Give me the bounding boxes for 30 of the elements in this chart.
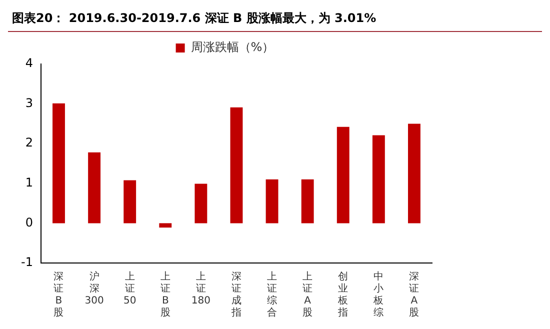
- y-tick-label: -1: [20, 255, 33, 270]
- bar: [124, 180, 136, 224]
- x-tick-label: 深证成指: [230, 270, 242, 319]
- legend-label: 周涨跌幅（%）: [190, 40, 274, 54]
- bar: [408, 124, 420, 224]
- bar: [88, 152, 101, 224]
- bar: [194, 184, 208, 224]
- x-tick-label: 沪深300: [84, 270, 104, 307]
- x-tick-label: 深证B股: [54, 270, 64, 319]
- bar: [301, 179, 314, 224]
- y-tick-label: 2: [25, 136, 33, 150]
- y-tick-label: 3: [25, 96, 33, 110]
- x-tick-label: 深证A股: [409, 270, 420, 319]
- bar: [159, 223, 172, 228]
- x-tick-label: 上证A股: [302, 270, 313, 319]
- x-tick-label: 创业板指: [337, 270, 348, 319]
- bar: [266, 179, 278, 224]
- x-tick-label: 上证50: [123, 270, 136, 307]
- x-tick-label: 上证综合: [267, 270, 278, 319]
- y-tick-label: 0: [25, 215, 33, 230]
- chart-title: 图表20： 2019.6.30-2019.7.6 深证 B 股涨幅最大，为 3.01%: [8, 8, 542, 32]
- y-tick-label: 4: [25, 56, 33, 70]
- bar: [372, 135, 385, 224]
- bar: [52, 103, 65, 224]
- x-tick-label: 中小板综: [372, 270, 384, 319]
- x-tick-label: 上证180: [191, 270, 210, 307]
- bar: [230, 107, 243, 224]
- bar: [336, 126, 350, 224]
- x-tick-label: 上证B股: [160, 270, 170, 319]
- y-tick-label: 1: [25, 176, 33, 190]
